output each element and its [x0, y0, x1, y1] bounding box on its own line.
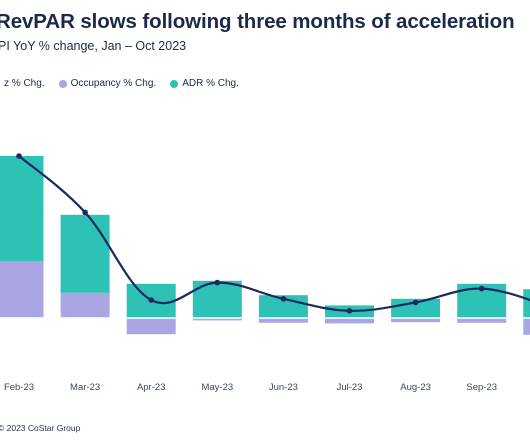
bar-adr-mar-23 — [60, 214, 110, 293]
bar-occupancy-jun-23 — [258, 318, 308, 323]
bar-occupancy-feb-23 — [0, 261, 44, 318]
point-revpar-jul-23 — [346, 308, 353, 314]
bar-adr-feb-23 — [0, 156, 44, 261]
bar-occupancy-last — [523, 318, 530, 335]
x-tick-label-jun-23: Jun-23 — [269, 382, 298, 393]
point-revpar-aug-23 — [412, 299, 419, 306]
x-tick-label-sep-23: Sep-23 — [466, 382, 497, 393]
bar-adr-last — [523, 289, 530, 318]
x-tick-label-jul-23: Jul-23 — [337, 382, 363, 393]
point-revpar-feb-23 — [16, 153, 22, 159]
bar-occupancy-sep-23 — [457, 318, 507, 323]
bar-occupancy-jul-23 — [325, 318, 374, 324]
legend-label-adr: ADR % Chg. — [182, 78, 239, 89]
legend-item-revpar: z % Chg. — [0, 78, 45, 89]
bar-occupancy-may-23 — [192, 318, 242, 321]
chart-subtitle: PI YoY % change, Jan – Oct 2023 — [0, 39, 187, 53]
copyright-footer: © 2023 CoStar Group — [0, 423, 81, 433]
x-tick-label-aug-23: Aug-23 — [400, 382, 431, 393]
x-tick-label-may-23: May-23 — [201, 382, 233, 393]
bar-occupancy-aug-23 — [391, 318, 441, 323]
chart-legend: z % Chg. Occupancy % Chg. ADR % Chg. — [0, 78, 253, 89]
point-revpar-apr-23 — [148, 297, 154, 303]
line-revpar — [18, 155, 530, 312]
legend-swatch-adr — [170, 79, 179, 88]
point-revpar-mar-23 — [82, 209, 88, 216]
x-tick-label-mar-23: Mar-23 — [70, 382, 100, 393]
bar-occupancy-mar-23 — [60, 292, 110, 318]
point-revpar-jun-23 — [280, 296, 287, 302]
x-tick-label-apr-23: Apr-23 — [137, 382, 166, 393]
legend-label-revpar: z % Chg. — [4, 78, 45, 89]
legend-item-adr: ADR % Chg. — [170, 78, 239, 89]
point-revpar-may-23 — [214, 279, 221, 286]
legend-item-occupancy: Occupancy % Chg. — [58, 78, 157, 89]
bar-occupancy-apr-23 — [126, 318, 176, 335]
chart-title: RevPAR slows following three months of a… — [0, 10, 515, 33]
legend-swatch-occupancy — [58, 79, 67, 88]
legend-label-occupancy: Occupancy % Chg. — [70, 78, 157, 89]
x-tick-label-feb-23: Feb-23 — [4, 382, 34, 393]
point-revpar-sep-23 — [478, 285, 485, 292]
